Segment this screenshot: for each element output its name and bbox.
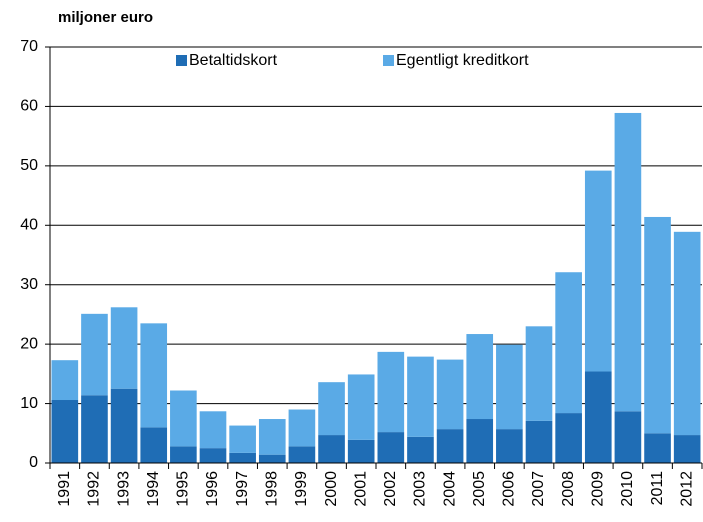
bar-segment xyxy=(555,413,582,463)
legend-label: Egentligt kreditkort xyxy=(396,52,529,69)
x-tick-label: 2005 xyxy=(471,471,488,507)
legend-swatch xyxy=(176,55,187,66)
bar-segment xyxy=(81,395,108,463)
y-tick-label: 60 xyxy=(20,98,38,115)
bar-segment xyxy=(525,420,553,463)
x-tick-label: 2012 xyxy=(678,471,695,507)
y-tick-label: 0 xyxy=(29,454,38,471)
x-tick-label: 2011 xyxy=(649,471,666,506)
bar-segment xyxy=(199,448,227,463)
bar-segment xyxy=(318,382,345,436)
bar-segment xyxy=(673,231,701,436)
x-tick-label: 2002 xyxy=(382,471,399,507)
bar-segment xyxy=(170,390,197,447)
x-tick-label: 2004 xyxy=(441,471,458,507)
bar-segment xyxy=(496,429,523,463)
bar-segment xyxy=(170,446,197,463)
x-tick-label: 1998 xyxy=(263,471,280,507)
bar-segment xyxy=(51,400,79,463)
x-tick-label: 2009 xyxy=(589,471,606,507)
bar-segment xyxy=(466,419,494,463)
bar-segment xyxy=(673,435,701,463)
x-tick-label: 1992 xyxy=(86,471,103,507)
x-tick-label: 2008 xyxy=(560,471,577,507)
bar-segment xyxy=(377,351,405,433)
y-axis-label: miljoner euro xyxy=(58,9,153,26)
bar-segment xyxy=(407,436,434,463)
bar-segment xyxy=(436,359,464,430)
x-tick-label: 1994 xyxy=(145,471,162,507)
bar-segment xyxy=(288,446,316,463)
bar-segment xyxy=(288,409,316,447)
x-tick-label: 1996 xyxy=(204,471,221,507)
bar-segment xyxy=(496,344,523,430)
x-tick-label: 2003 xyxy=(412,471,429,507)
bar-segment xyxy=(644,216,671,434)
bar-segment xyxy=(140,323,168,428)
x-tick-label: 2006 xyxy=(501,471,518,507)
legend-swatch xyxy=(383,55,394,66)
bar-segment xyxy=(436,429,464,463)
x-tick-label: 1995 xyxy=(175,471,192,507)
bar-segment xyxy=(347,374,375,440)
x-tick-label: 1993 xyxy=(115,471,132,507)
x-tick-label: 2000 xyxy=(323,471,340,507)
x-tick-label: 1997 xyxy=(234,471,251,507)
y-tick-label: 30 xyxy=(20,276,38,293)
bar-segment xyxy=(140,427,168,463)
bar-segment xyxy=(229,452,256,463)
bar-segment xyxy=(318,435,345,463)
x-tick-label: 1999 xyxy=(293,471,310,507)
bar-segment xyxy=(199,411,227,449)
bar-segment xyxy=(584,170,612,372)
bar-segment xyxy=(614,112,642,412)
bar-segment xyxy=(466,334,494,420)
y-tick-label: 70 xyxy=(20,38,38,55)
bar-segment xyxy=(407,356,434,437)
x-tick-label: 2001 xyxy=(352,471,369,507)
legend-label: Betaltidskort xyxy=(189,52,278,69)
x-tick-label: 1991 xyxy=(56,471,73,507)
x-tick-label: 2010 xyxy=(619,471,636,507)
bar-segment xyxy=(110,388,138,463)
bar-segment xyxy=(258,454,286,463)
bar-segment xyxy=(51,360,79,401)
bar-segment xyxy=(347,439,375,463)
bar-segment xyxy=(81,313,108,396)
bar-segment xyxy=(258,419,286,455)
bar-segment xyxy=(110,307,138,389)
bar-segment xyxy=(555,272,582,414)
bar-segment xyxy=(377,432,405,463)
y-tick-label: 10 xyxy=(20,395,38,412)
y-tick-label: 20 xyxy=(20,335,38,352)
y-tick-label: 50 xyxy=(20,157,38,174)
x-tick-label: 2007 xyxy=(530,471,547,507)
bar-segment xyxy=(229,425,256,453)
bar-segment xyxy=(614,411,642,463)
bar-segment xyxy=(644,433,671,463)
y-tick-label: 40 xyxy=(20,217,38,234)
bar-segment xyxy=(525,326,553,421)
bar-segment xyxy=(584,371,612,463)
